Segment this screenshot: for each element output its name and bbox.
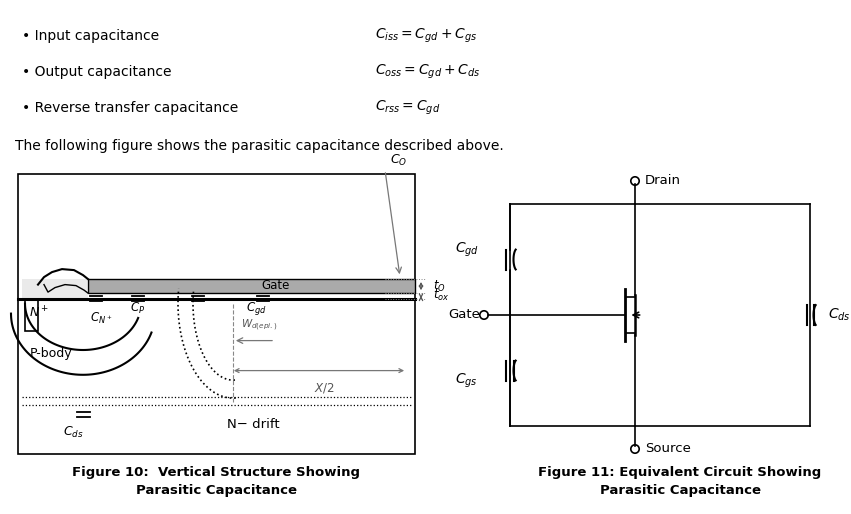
- Text: Drain: Drain: [645, 174, 681, 188]
- Text: Figure 10:  Vertical Structure Showing
Parasitic Capacitance: Figure 10: Vertical Structure Showing Pa…: [72, 466, 361, 497]
- Bar: [18, 174, 415, 454]
- Text: Gate: Gate: [448, 308, 480, 321]
- Text: • Output capacitance: • Output capacitance: [22, 65, 172, 79]
- Text: $C_{rss} = C_{gd}$: $C_{rss} = C_{gd}$: [375, 99, 440, 117]
- Text: P-body: P-body: [30, 347, 72, 360]
- Text: $t_O$: $t_O$: [433, 279, 446, 293]
- Text: $C_P$: $C_P$: [130, 301, 146, 316]
- Bar: [25, 299, 38, 331]
- Text: $t_{ox}$: $t_{ox}$: [433, 288, 449, 303]
- Text: $N^+$: $N^+$: [29, 305, 49, 320]
- Text: $C_{ds}$: $C_{ds}$: [63, 425, 83, 439]
- Text: $W_{d(epi.)}$: $W_{d(epi.)}$: [241, 317, 277, 333]
- Text: $X/2$: $X/2$: [314, 380, 334, 395]
- Text: $C_{iss} = C_{gd} + C_{gs}$: $C_{iss} = C_{gd} + C_{gs}$: [375, 27, 477, 45]
- Bar: [22, 279, 88, 299]
- Text: $C_{oss} = C_{gd} + C_{ds}$: $C_{oss} = C_{gd} + C_{ds}$: [375, 63, 480, 81]
- Text: $C_O$: $C_O$: [390, 153, 408, 168]
- Text: $C_{gd}$: $C_{gd}$: [246, 300, 266, 317]
- Text: $C_{ds}$: $C_{ds}$: [828, 307, 851, 323]
- Bar: [88, 279, 415, 293]
- Text: Figure 11: Equivalent Circuit Showing
Parasitic Capacitance: Figure 11: Equivalent Circuit Showing Pa…: [539, 466, 821, 497]
- Text: Gate: Gate: [261, 279, 289, 292]
- Text: $C_{gd}$: $C_{gd}$: [455, 241, 479, 259]
- Text: $C_{gs}$: $C_{gs}$: [455, 371, 477, 390]
- Text: The following figure shows the parasitic capacitance described above.: The following figure shows the parasitic…: [15, 139, 504, 153]
- Text: $C_{N^+}$: $C_{N^+}$: [90, 311, 112, 326]
- Text: Source: Source: [645, 443, 691, 455]
- Text: N− drift: N− drift: [226, 417, 279, 431]
- Text: • Input capacitance: • Input capacitance: [22, 29, 159, 43]
- Text: • Reverse transfer capacitance: • Reverse transfer capacitance: [22, 101, 238, 115]
